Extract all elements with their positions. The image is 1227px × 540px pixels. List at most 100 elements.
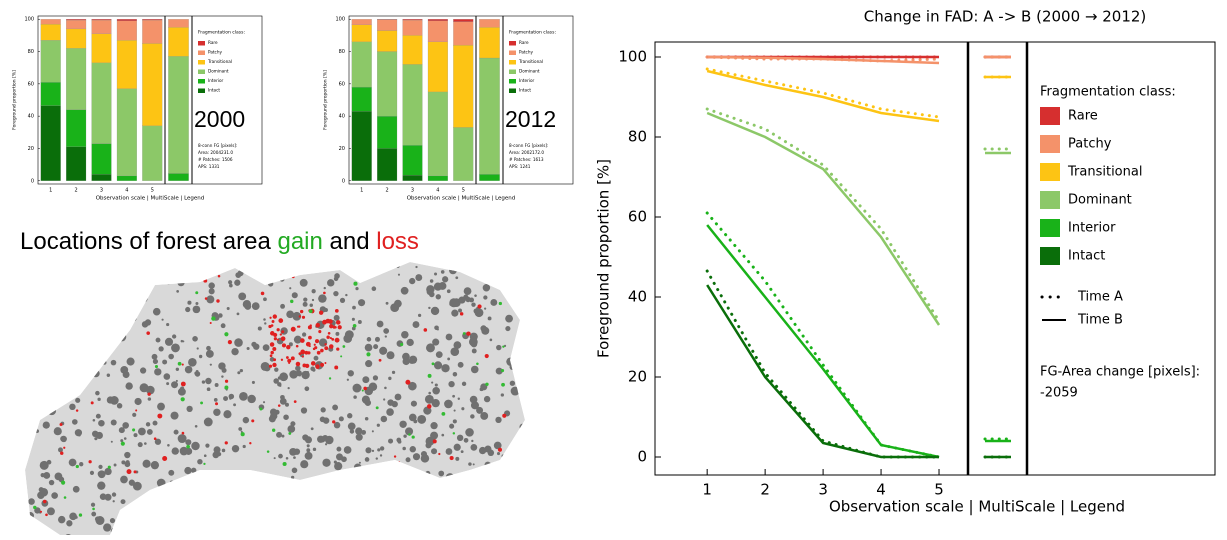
forest-patch (93, 419, 96, 422)
loss-patch (312, 362, 315, 365)
loss-patch (278, 318, 283, 323)
loss-patch (494, 510, 497, 513)
forest-patch (273, 488, 278, 493)
forest-patch (379, 347, 387, 355)
loss-patch (318, 330, 321, 333)
forest-patch (66, 386, 73, 393)
forest-patch (191, 504, 198, 511)
forest-patch (151, 461, 159, 469)
forest-patch (458, 478, 465, 485)
loss-patch (433, 439, 437, 443)
gain-patch (155, 365, 158, 368)
loss-patch (52, 304, 56, 308)
gain-patch (506, 495, 510, 499)
forest-patch (43, 421, 50, 428)
gain-patch (329, 377, 331, 379)
loss-patch (498, 448, 502, 452)
forest-patch (472, 349, 477, 354)
forest-patch (347, 413, 352, 418)
forest-patch (393, 490, 398, 495)
forest-patch (373, 375, 378, 380)
loss-patch (269, 317, 271, 319)
forest-patch (380, 485, 385, 490)
forest-patch (136, 511, 141, 516)
forest-patch (449, 302, 453, 306)
forest-patch (465, 290, 469, 294)
legend-label: Interior (208, 78, 224, 83)
forest-patch (514, 387, 518, 391)
forest-patch (87, 290, 92, 295)
forest-patch (353, 395, 357, 399)
loss-patch (115, 290, 120, 295)
forest-patch (409, 356, 417, 364)
legend-label: Rare (208, 40, 218, 45)
forest-patch (366, 257, 374, 265)
forest-patch (294, 487, 299, 492)
forest-patch (318, 294, 326, 302)
forest-patch (27, 512, 34, 519)
loss-patch (272, 363, 276, 367)
forest-patch (451, 310, 458, 317)
forest-patch (365, 400, 371, 406)
forest-patch (506, 286, 510, 290)
forest-patch (235, 272, 241, 278)
forest-patch (138, 525, 146, 533)
forest-patch (61, 287, 68, 294)
forest-patch (350, 429, 354, 433)
forest-patch (221, 375, 223, 377)
loss-patch (186, 506, 189, 509)
gain-patch (34, 353, 36, 355)
loss-patch (43, 500, 47, 504)
loss-patch (335, 338, 340, 343)
forest-patch (388, 377, 391, 380)
forest-patch (286, 519, 294, 527)
gain-patch (353, 282, 357, 286)
forest-patch (195, 302, 198, 305)
forest-patch (505, 263, 512, 270)
forest-patch (393, 524, 401, 532)
forest-patch (418, 314, 421, 317)
loss-patch (286, 345, 290, 349)
info-text: 8-conn FG [pixels]: (509, 143, 548, 148)
forest-patch (461, 450, 464, 453)
forest-patch (69, 513, 77, 521)
forest-patch (352, 306, 356, 310)
forest-patch (236, 520, 240, 524)
forest-patch (365, 417, 369, 421)
forest-patch (481, 327, 489, 335)
forest-patch (473, 463, 475, 465)
bar-segment (479, 174, 499, 180)
forest-patch (269, 505, 276, 512)
forest-patch (311, 427, 314, 430)
forest-patch (69, 459, 77, 467)
loss-patch (499, 501, 504, 506)
forest-patch (470, 414, 474, 418)
forest-patch (103, 278, 107, 282)
forest-patch (309, 263, 317, 271)
forest-patch (253, 343, 259, 349)
forest-patch (267, 485, 275, 493)
forest-patch (240, 472, 244, 476)
loss-patch (154, 437, 157, 440)
forest-patch (185, 439, 191, 445)
forest-patch (372, 430, 374, 432)
legend-swatch (1040, 107, 1060, 125)
forest-patch (495, 417, 501, 423)
forest-patch (204, 454, 207, 457)
forest-patch (488, 259, 491, 262)
forest-patch (385, 335, 387, 337)
forest-patch (513, 452, 517, 456)
forest-patch (395, 394, 402, 401)
forest-patch (107, 374, 110, 377)
gain-patch (408, 433, 411, 436)
loss-patch (87, 284, 89, 286)
loss-patch (304, 351, 308, 355)
forest-patch (24, 369, 29, 374)
forest-patch (458, 511, 465, 518)
forest-patch (466, 497, 475, 506)
forest-patch (22, 523, 29, 530)
forest-patch (289, 448, 297, 456)
forest-patch (125, 275, 131, 281)
forest-patch (97, 321, 105, 329)
forest-patch (234, 338, 243, 347)
